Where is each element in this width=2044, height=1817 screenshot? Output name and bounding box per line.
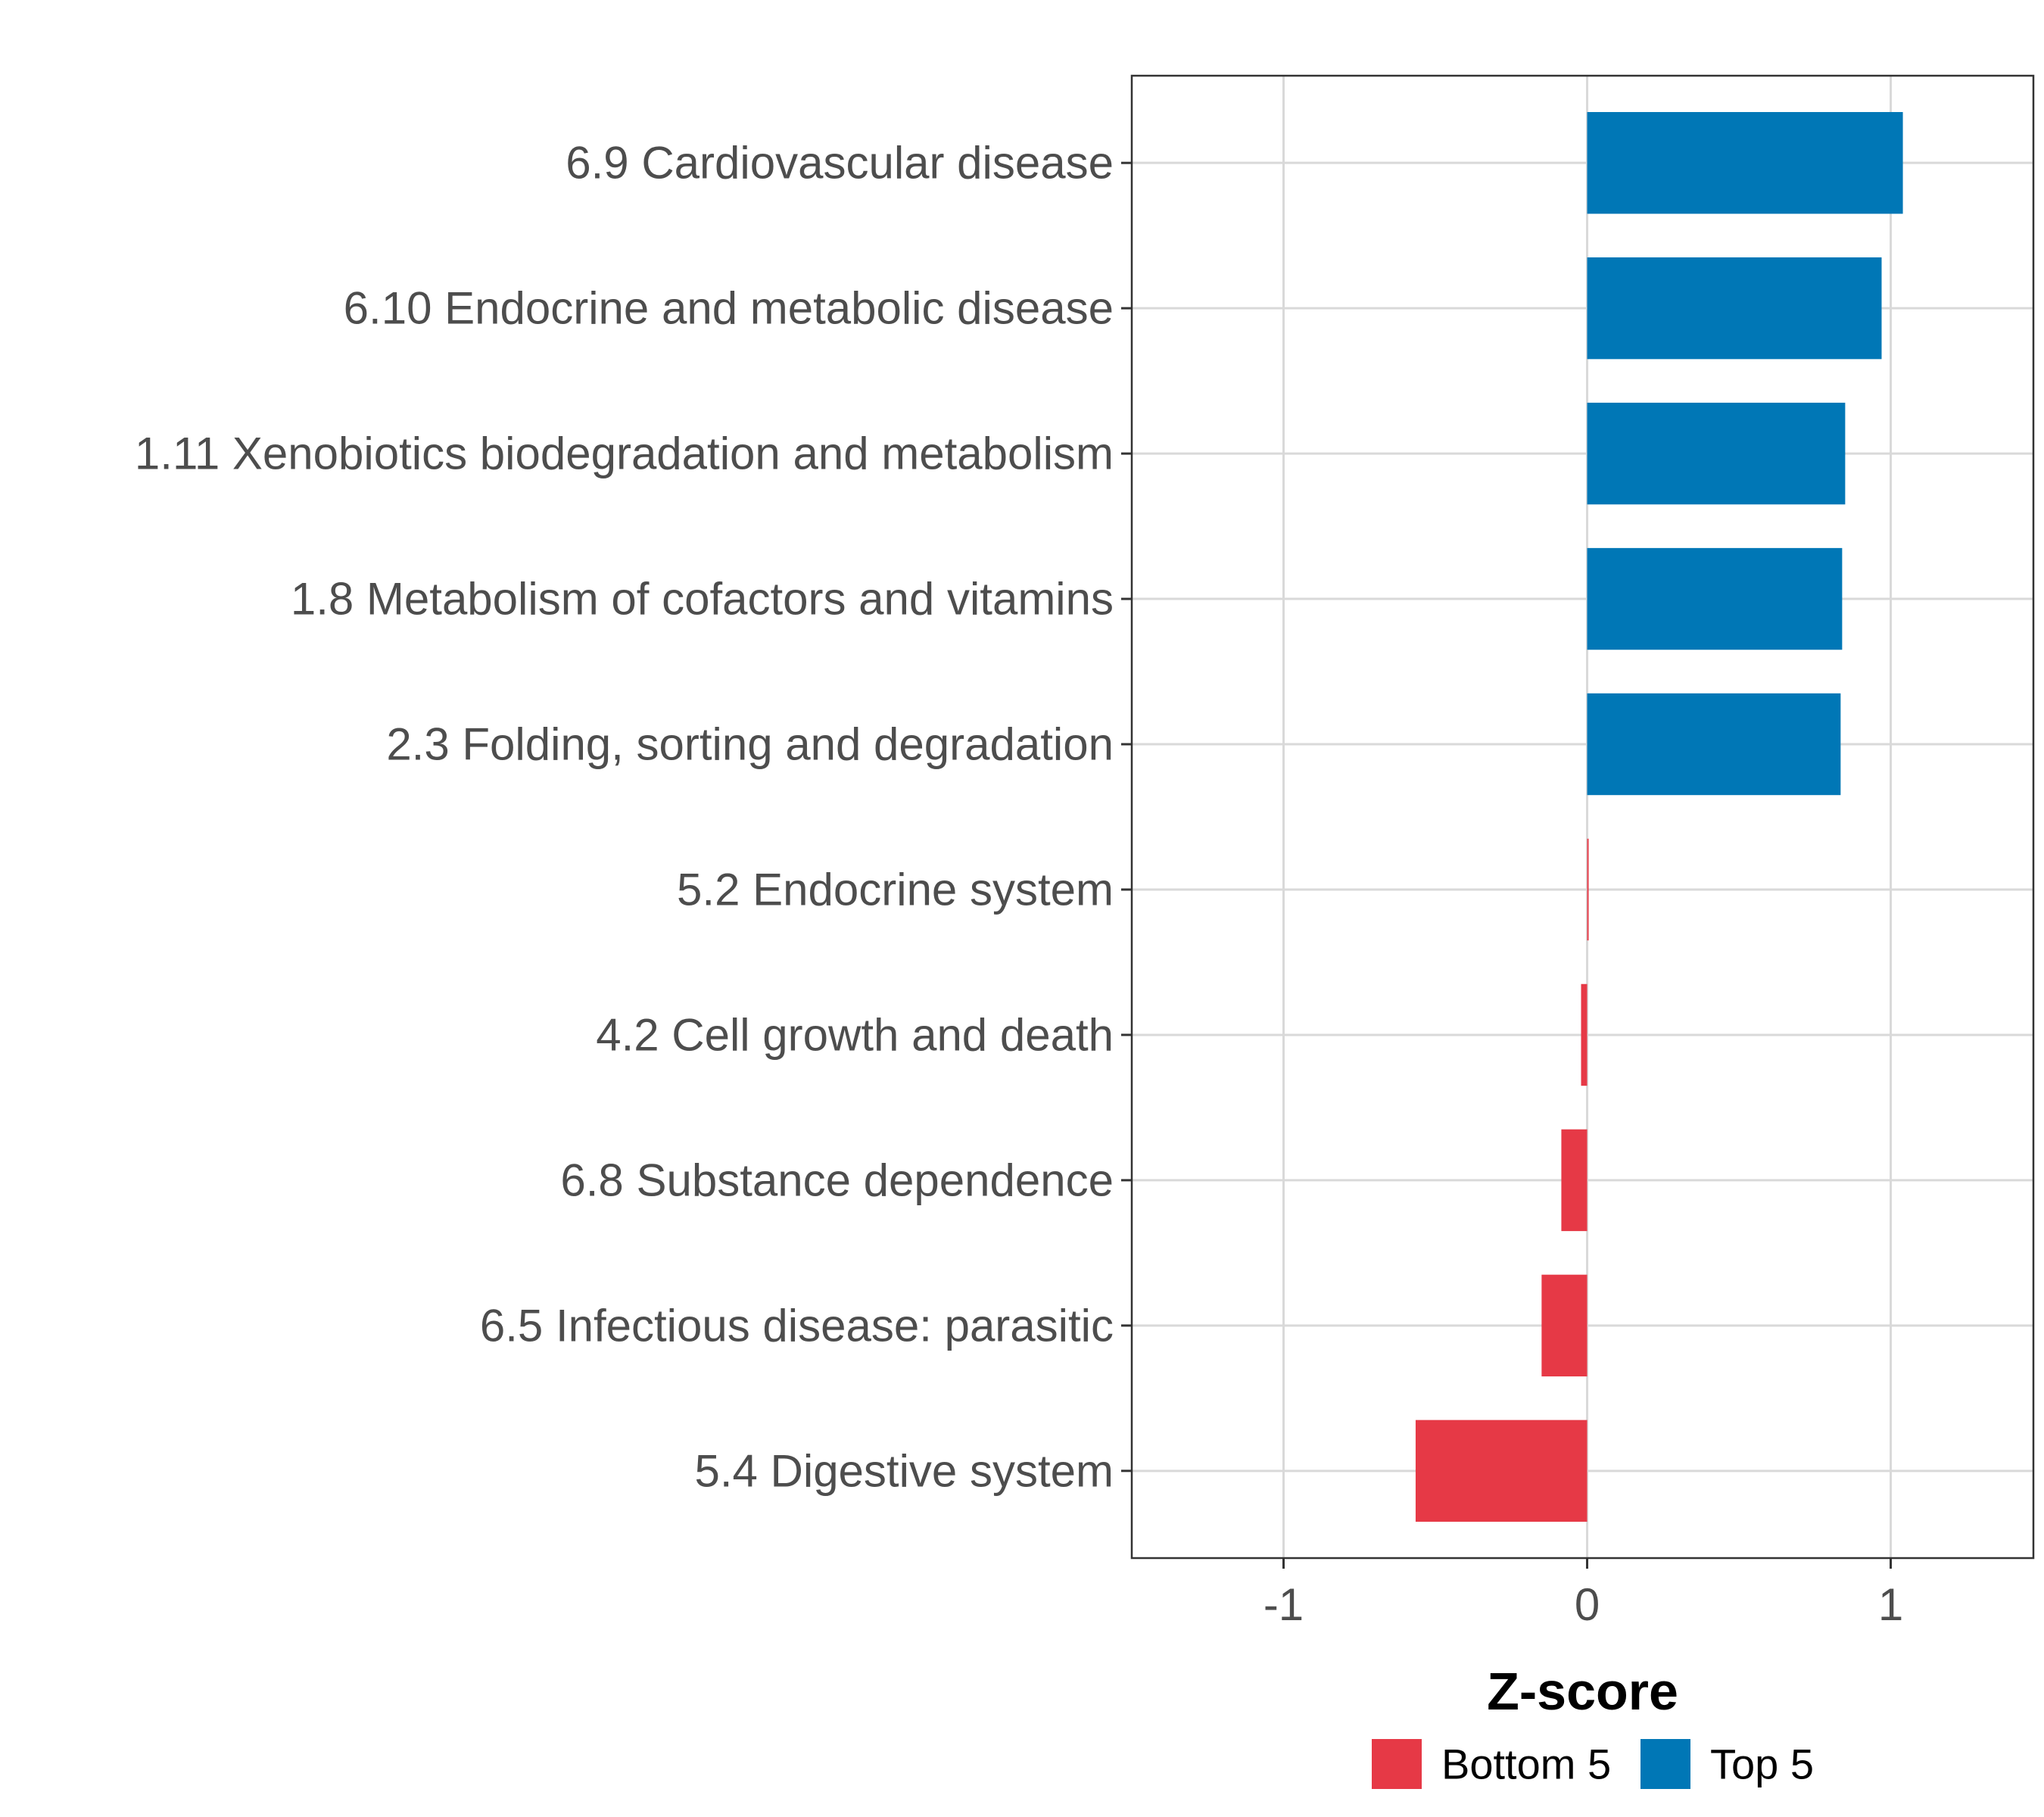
legend-label-1: Top 5: [1710, 1741, 1814, 1788]
legend-key-1: [1640, 1739, 1690, 1789]
y-axis: 6.9 Cardiovascular disease 6.10 Endocrine…: [135, 138, 1132, 1496]
bar-1: [1587, 257, 1882, 360]
category-label-9: 5.4 Digestive system: [694, 1445, 1114, 1496]
category-label-4: 2.3 Folding, sorting and degradation: [386, 719, 1114, 770]
category-label-2: 1.11 Xenobiotics biodegradation and meta…: [135, 429, 1114, 479]
category-label-3: 1.8 Metabolism of cofactors and vitamins: [291, 574, 1114, 625]
category-label-1: 6.10 Endocrine and metabolic disease: [344, 283, 1114, 334]
category-label-7: 6.8 Substance dependence: [560, 1155, 1114, 1205]
category-label-5: 5.2 Endocrine system: [677, 864, 1114, 915]
x-tick-label-2: 1: [1878, 1579, 1903, 1630]
category-label-8: 6.5 Infectious disease: parasitic: [480, 1300, 1114, 1351]
category-label-0: 6.9 Cardiovascular disease: [566, 138, 1114, 189]
legend-label-0: Bottom 5: [1441, 1741, 1611, 1788]
x-tick-label-1: 0: [1575, 1579, 1600, 1630]
bar-6: [1581, 983, 1588, 1086]
bar-8: [1541, 1274, 1588, 1377]
bar-7: [1561, 1129, 1588, 1232]
x-axis: -1 0 1: [1263, 1558, 1903, 1630]
bar-0: [1587, 111, 1903, 214]
panel-border: [1130, 74, 2035, 1560]
bars: [1415, 111, 1903, 1522]
bar-9: [1415, 1420, 1588, 1522]
x-axis-title: Z-score: [1487, 1662, 1678, 1721]
bar-3: [1587, 547, 1843, 650]
bar-2: [1587, 402, 1846, 505]
x-tick-label-0: -1: [1263, 1579, 1304, 1630]
legend-key-0: [1372, 1739, 1422, 1789]
legend: Bottom 5 Top 5: [1372, 1739, 1814, 1789]
bar-5: [1587, 838, 1589, 941]
category-label-6: 4.2 Cell growth and death: [596, 1009, 1114, 1060]
bar-4: [1587, 693, 1841, 796]
